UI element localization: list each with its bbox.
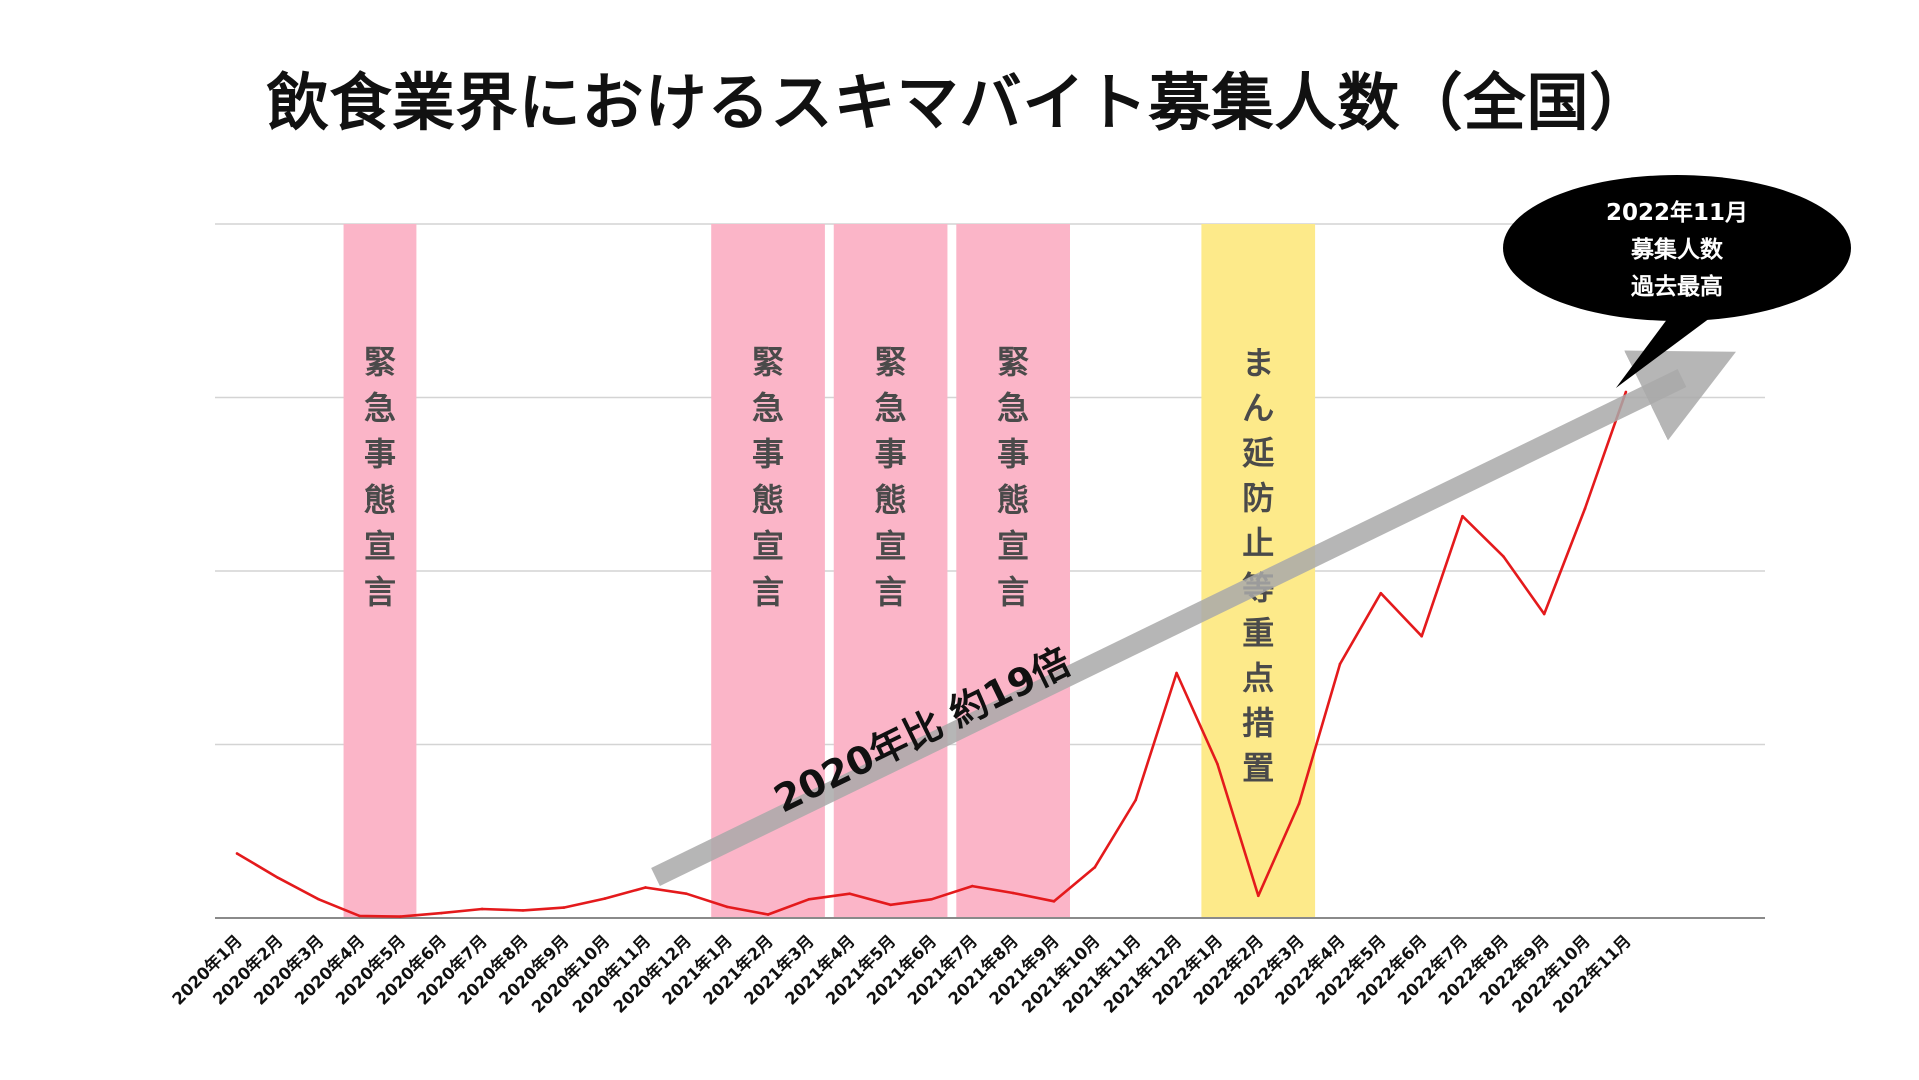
data-point bbox=[276, 876, 280, 880]
data-point bbox=[562, 906, 566, 909]
callout-bubble bbox=[1503, 175, 1851, 321]
band-1 bbox=[343, 224, 417, 918]
x-axis: 2020年1月2020年2月2020年3月2020年4月2020年5月2020年… bbox=[168, 917, 1765, 1017]
data-point bbox=[1338, 662, 1342, 666]
data-point bbox=[725, 905, 729, 909]
data-point bbox=[1093, 866, 1097, 869]
band-label: 緊急事態宣言 bbox=[875, 343, 907, 611]
data-point bbox=[848, 892, 852, 896]
data-point bbox=[358, 914, 361, 918]
data-series bbox=[235, 390, 1628, 918]
data-point bbox=[1175, 671, 1178, 675]
data-point bbox=[930, 897, 933, 901]
data-point bbox=[235, 852, 239, 855]
data-point bbox=[644, 886, 647, 889]
callout-pointer bbox=[1615, 312, 1718, 388]
band-3 bbox=[833, 224, 948, 918]
band-label: 緊急事態宣言 bbox=[364, 343, 396, 611]
data-point bbox=[1502, 555, 1505, 558]
data-point bbox=[766, 913, 770, 916]
callout: 2022年11月募集人数過去最高 bbox=[1503, 175, 1851, 388]
data-point bbox=[1420, 634, 1423, 638]
data-point bbox=[1379, 591, 1383, 595]
chart-title: 飲食業界におけるスキマバイト募集人数（全国） bbox=[266, 66, 1653, 139]
band-label: 緊急事態宣言 bbox=[997, 343, 1029, 611]
band-label: 緊急事態宣言 bbox=[752, 343, 784, 611]
data-point bbox=[1583, 507, 1587, 510]
data-point bbox=[1011, 891, 1015, 895]
data-point bbox=[1256, 894, 1260, 898]
band-4 bbox=[956, 224, 1070, 918]
data-point bbox=[1624, 390, 1628, 394]
data-point bbox=[399, 915, 402, 918]
data-point bbox=[603, 897, 606, 900]
data-point bbox=[1134, 798, 1137, 802]
data-point bbox=[807, 897, 811, 901]
data-point bbox=[480, 907, 484, 911]
data-point bbox=[1297, 802, 1301, 805]
data-point bbox=[889, 903, 892, 907]
data-point bbox=[521, 909, 525, 912]
callout-text: 2022年11月募集人数過去最高 bbox=[1606, 199, 1748, 300]
data-point bbox=[1052, 900, 1056, 903]
data-point bbox=[971, 884, 974, 888]
data-point bbox=[317, 897, 321, 901]
data-point bbox=[1461, 514, 1464, 518]
data-point bbox=[1542, 612, 1546, 616]
data-point bbox=[685, 892, 688, 896]
trend-arrow-shaft bbox=[651, 350, 1736, 886]
data-point bbox=[439, 911, 443, 915]
data-point bbox=[1216, 762, 1219, 766]
